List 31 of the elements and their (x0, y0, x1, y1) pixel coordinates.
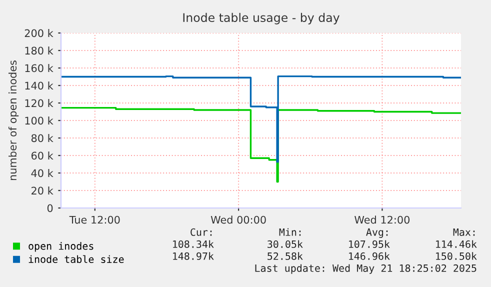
text: 30.05k (268, 240, 303, 248)
text: Max: (453, 228, 475, 236)
y-tick-label: 160 k (25, 64, 54, 72)
y-axis-title: number of open inodes (8, 60, 19, 180)
text: 52.58k (268, 252, 303, 260)
x-tick-label: Wed 00:00 (210, 216, 266, 224)
text: Cur: (190, 228, 212, 236)
text: 108.34k (173, 240, 214, 248)
legend-label: inode table size (28, 255, 124, 264)
text: 148.97k (173, 252, 214, 260)
text: Last update: Wed May 21 18:25:02 2025 (255, 264, 476, 274)
y-tick-label: 40 k (31, 169, 54, 178)
y-tick-label: 200 k (24, 29, 54, 38)
text: 114.46k (436, 240, 477, 248)
x-tick-label: Wed 12:00 (354, 216, 410, 224)
x-tick-label: Tue 12:00 (69, 216, 120, 224)
y-tick-label: 20 k (32, 186, 54, 195)
y-tick-label: 100 k (25, 116, 54, 125)
text: Avg: (366, 228, 388, 238)
chart-title: Inode table usage - by day (183, 12, 340, 24)
y-tick-label: 120 k (25, 99, 54, 108)
y-tick-label: 60 k (31, 152, 54, 160)
text: Min: (279, 228, 301, 236)
text: 150.50k (436, 252, 477, 260)
text: 107.95k (349, 240, 390, 248)
y-tick-label: 80 k (31, 134, 54, 142)
text: 146.96k (349, 252, 390, 260)
y-tick-label: 180 k (25, 46, 54, 55)
y-tick-label: 0 (47, 204, 53, 212)
legend-label: open inodes (28, 242, 94, 252)
y-tick-label: 140 k (25, 82, 54, 90)
